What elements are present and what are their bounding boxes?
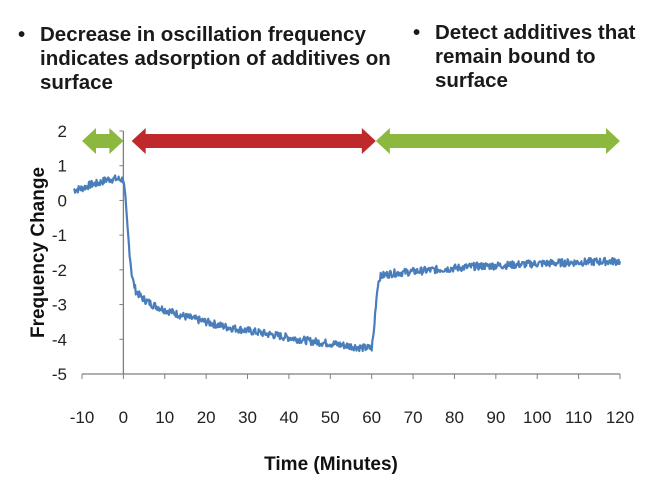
y-tick-labels: 2 1 0 -1 -2 -3 -4 -5	[52, 122, 124, 384]
x-tick-label: -10	[70, 408, 95, 427]
y-tick-label: -5	[52, 365, 67, 384]
y-tick-label: 2	[58, 122, 67, 141]
y-tick-label: -4	[52, 330, 67, 349]
x-tick-label: 80	[445, 408, 464, 427]
x-tick-label: 60	[362, 408, 381, 427]
phase-arrow-1	[82, 128, 124, 154]
bullet-dot: •	[18, 23, 26, 46]
x-tick-label: 40	[279, 408, 298, 427]
series-layer	[72, 174, 622, 353]
y-tick-label: 0	[58, 191, 67, 210]
x-tick-label: 0	[119, 408, 128, 427]
annotation-left-text: Decrease in oscillation frequency indica…	[40, 23, 391, 94]
x-tick-label: 120	[606, 408, 634, 427]
y-tick-label: -1	[52, 226, 67, 245]
x-tick-label: 110	[565, 408, 592, 427]
annotation-right-text: Detect additives that remain bound to su…	[435, 21, 636, 92]
x-tick-label: 20	[197, 408, 216, 427]
x-tick-label: 100	[523, 408, 551, 427]
x-axis-title: Time (Minutes)	[264, 454, 398, 475]
bullet-dot: •	[413, 21, 421, 44]
x-tick-label: 10	[155, 408, 174, 427]
y-axis-title: Frequency Change	[28, 167, 49, 338]
series-line-1	[72, 174, 622, 353]
x-tick-label: 50	[321, 408, 340, 427]
annotation-left: • Decrease in oscillation frequency indi…	[18, 23, 400, 95]
x-tick-label: 90	[486, 408, 505, 427]
y-tick-label: -3	[52, 296, 67, 315]
x-tick-label: 30	[238, 408, 257, 427]
annotation-right: • Detect additives that remain bound to …	[413, 21, 650, 93]
x-tick-label: 70	[404, 408, 423, 427]
y-tick-label: 1	[58, 157, 67, 176]
phase-arrow-3	[375, 128, 620, 154]
y-tick-label: -2	[52, 261, 67, 280]
phase-arrows	[82, 128, 620, 154]
phase-arrow-2	[131, 128, 376, 154]
chart-axes	[82, 131, 620, 375]
x-tick-labels: -10 0 10 20 30 40 50 60 70 80 90 100 110 120	[70, 374, 634, 427]
